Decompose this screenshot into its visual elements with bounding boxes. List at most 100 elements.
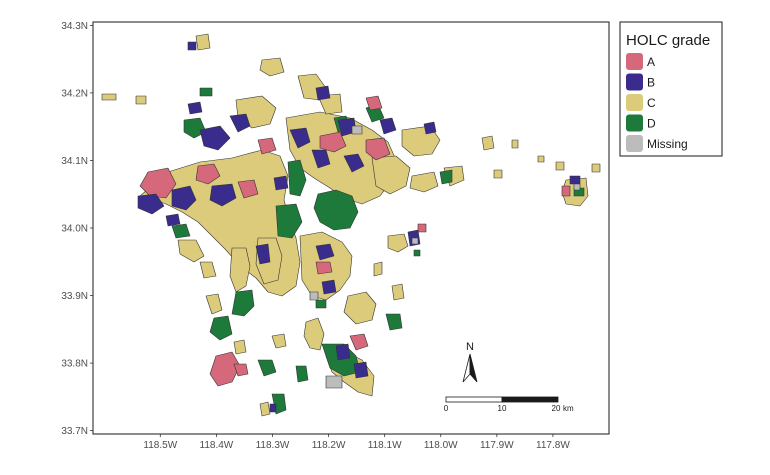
x-tick-label: 118.1W — [368, 440, 402, 451]
polygon-c — [199, 261, 217, 279]
y-tick-label: 33.9N — [61, 291, 88, 302]
polygon-c — [555, 161, 565, 171]
polygon-c — [387, 233, 409, 253]
scale-bar-segment-white — [445, 396, 503, 403]
legend-label-c: C — [647, 96, 656, 110]
polygon-b — [315, 85, 331, 101]
polygon-c — [285, 111, 397, 205]
scale-bar-segment-black — [501, 396, 559, 403]
legend-label-b: B — [647, 76, 655, 90]
polygon-d — [313, 189, 359, 231]
polygon-d — [385, 313, 403, 331]
x-tick-label: 118.3W — [256, 440, 290, 451]
polygon-c — [259, 57, 285, 77]
polygon-a — [349, 333, 369, 351]
polygon-c — [205, 293, 223, 315]
scale-unit: km — [563, 404, 574, 413]
polygon-missing — [325, 375, 343, 389]
polygon-c — [371, 155, 411, 195]
polygon-d — [199, 87, 213, 97]
polygon-b — [343, 153, 365, 173]
y-tick-label: 34.0N — [61, 224, 88, 235]
polygon-b — [137, 193, 165, 215]
polygon-c — [229, 247, 251, 293]
polygon-c — [537, 155, 545, 163]
legend-swatch-a — [626, 53, 643, 70]
polygon-a — [365, 95, 383, 111]
north-arrow-right-half — [469, 353, 478, 383]
polygon-d — [209, 315, 233, 341]
polygon-d — [315, 299, 327, 309]
polygon-c — [373, 261, 383, 277]
polygon-a — [417, 223, 427, 233]
polygon-a — [209, 351, 241, 387]
polygon-c — [493, 169, 503, 179]
scale-tick-20: 20 — [552, 404, 561, 413]
polygon-c — [343, 291, 377, 325]
polygon-c — [271, 333, 287, 349]
polygon-c — [259, 401, 271, 417]
legend-label-a: A — [647, 55, 655, 69]
polygon-b — [209, 183, 237, 207]
x-tick-label: 118.5W — [143, 440, 177, 451]
polygon-c — [481, 135, 495, 151]
polygon-d — [287, 159, 307, 197]
polygon-c — [101, 93, 117, 101]
north-arrow: N — [462, 341, 478, 383]
polygon-b — [269, 403, 277, 413]
north-arrow-label: N — [466, 341, 474, 353]
polygon-c — [409, 171, 439, 193]
legend-swatch-c — [626, 94, 643, 111]
scale-tick-0: 0 — [444, 404, 449, 413]
polygon-a — [257, 137, 277, 155]
y-tick-label: 34.3N — [61, 21, 88, 32]
polygon-a — [237, 179, 259, 199]
polygon-b — [379, 117, 397, 135]
x-tick-label: 117.9W — [480, 440, 514, 451]
scale-tick-10: 10 — [498, 404, 507, 413]
polygon-b — [569, 175, 581, 185]
polygon-b — [423, 121, 437, 135]
polygon-b — [255, 243, 271, 265]
polygon-c — [177, 239, 205, 263]
polygon-c — [303, 317, 325, 351]
polygon-b — [273, 175, 289, 191]
polygon-missing — [351, 125, 363, 135]
polygon-d — [275, 203, 303, 239]
legend-label-missing: Missing — [647, 137, 688, 151]
polygon-b — [165, 213, 181, 227]
polygon-a — [233, 363, 249, 377]
polygon-d — [295, 365, 309, 383]
axis-ticks: 118.5W 118.4W 118.3W 118.2W 118.1W 118.0W 117.… — [61, 21, 570, 451]
polygon-d — [171, 223, 191, 239]
polygon-c — [591, 163, 601, 173]
legend-swatch-b — [626, 73, 643, 91]
polygon-a — [365, 137, 391, 161]
legend-swatch-missing — [626, 135, 643, 152]
polygon-d — [413, 249, 421, 257]
polygon-c — [511, 139, 519, 149]
polygon-b — [187, 41, 197, 51]
polygon-d — [439, 169, 453, 185]
polygon-d — [231, 289, 255, 317]
y-tick-label: 34.2N — [61, 88, 88, 99]
polygon-b — [335, 343, 351, 361]
y-tick-label: 33.7N — [61, 426, 88, 437]
polygon-c — [391, 283, 405, 301]
polygon-b — [199, 125, 231, 151]
polygon-b — [289, 127, 311, 149]
polygon-b — [311, 149, 331, 169]
legend-label-d: D — [647, 117, 656, 131]
polygon-b — [353, 361, 369, 379]
polygon-c — [195, 33, 211, 51]
polygon-b — [229, 113, 251, 133]
polygon-a — [319, 131, 347, 153]
polygon-a — [195, 163, 221, 185]
holc-neighbourhoods — [101, 33, 601, 417]
polygon-missing — [573, 183, 581, 191]
y-tick-label: 33.8N — [61, 359, 88, 370]
scale-bar: 0 10 20 km — [444, 396, 574, 413]
